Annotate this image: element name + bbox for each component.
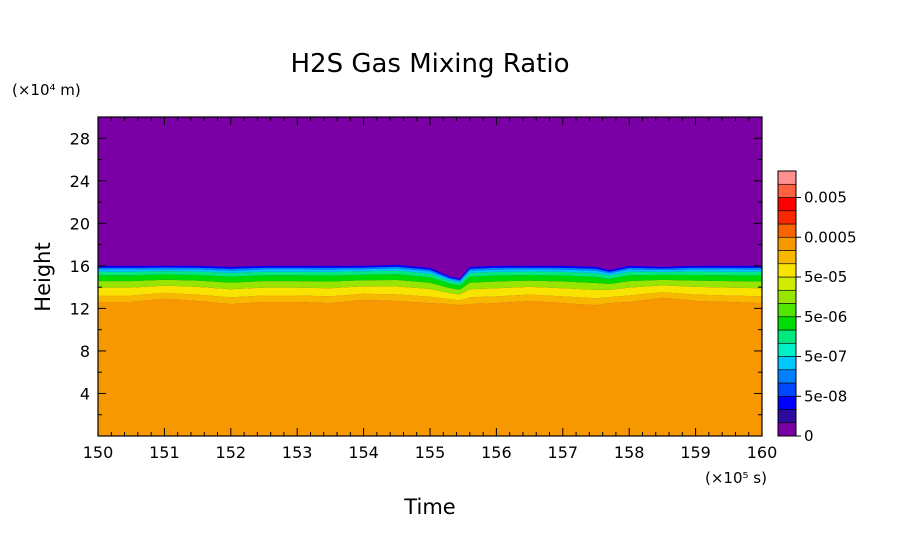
colorbar-swatch <box>777 422 797 437</box>
colorbar-label: 0.0005 <box>804 228 857 246</box>
colorbar-swatch <box>777 170 797 185</box>
y-tick-label: 16 <box>70 257 90 276</box>
x-tick-label: 155 <box>415 443 446 462</box>
colorbar-label: 5e-06 <box>804 308 847 326</box>
colorbar-swatch <box>777 342 797 357</box>
y-tick-label: 4 <box>80 384 90 403</box>
colorbar-swatch <box>777 289 797 304</box>
x-unit-label: (×10⁵ s) <box>705 469 767 487</box>
colorbar-swatch <box>777 329 797 344</box>
contour-band-yellow <box>98 285 762 301</box>
y-tick-label: 8 <box>80 342 90 361</box>
x-tick-label: 153 <box>282 443 313 462</box>
colorbar-swatch <box>777 395 797 410</box>
x-tick-label: 156 <box>481 443 512 462</box>
colorbar-swatch <box>777 316 797 331</box>
x-tick-label: 150 <box>83 443 114 462</box>
colorbar-label: 0.005 <box>804 189 847 207</box>
contour-band-light-orange <box>98 292 762 306</box>
y-axis-label: Height <box>31 242 55 311</box>
colorbar-swatch <box>777 210 797 225</box>
colorbar-swatch <box>777 263 797 278</box>
colorbar-swatch <box>777 382 797 397</box>
x-axis-label: Time <box>403 495 455 519</box>
colorbar-swatch <box>777 276 797 291</box>
x-axis: 150 151 152 153 154 155 156 157 158 159 160 <box>83 117 778 462</box>
x-tick-label: 159 <box>680 443 711 462</box>
x-tick-label: 158 <box>614 443 645 462</box>
colorbar-swatch <box>777 250 797 265</box>
x-tick-label: 157 <box>548 443 579 462</box>
x-tick-label: 152 <box>216 443 247 462</box>
colorbar-frame <box>777 170 797 437</box>
contour-band-cyan <box>98 268 762 283</box>
contour-band-blue <box>98 264 762 280</box>
colorbar-label: 0 <box>804 427 814 445</box>
y-tick-label: 20 <box>70 214 90 233</box>
colorbar: 0 5e-08 5e-07 5e-06 5e-05 0.0005 0.005 <box>777 170 857 445</box>
contour-band-spring-green <box>98 270 762 286</box>
x-tick-label: 151 <box>149 443 180 462</box>
y-unit-label: (×10⁴ m) <box>12 81 81 99</box>
colorbar-swatch <box>777 369 797 384</box>
colorbar-label: 5e-07 <box>804 348 847 366</box>
colorbar-swatch <box>777 197 797 212</box>
contour-band-sky-blue <box>98 266 762 282</box>
chart-title: H2S Gas Mixing Ratio <box>290 49 569 79</box>
colorbar-swatch <box>777 236 797 251</box>
y-tick-label: 24 <box>70 172 90 191</box>
y-axis: 4 8 12 16 20 24 28 <box>70 129 762 416</box>
x-tick-label: 160 <box>747 443 778 462</box>
colorbar-label: 5e-05 <box>804 268 847 286</box>
plot-area <box>97 116 763 437</box>
y-tick-label: 12 <box>70 299 90 318</box>
contour-band-yellow-green <box>98 279 762 295</box>
colorbar-swatch <box>777 356 797 371</box>
y-tick-label: 28 <box>70 129 90 148</box>
colorbar-swatch <box>777 183 797 198</box>
colorbar-swatch <box>777 409 797 424</box>
contour-band-green <box>98 274 762 290</box>
colorbar-swatch <box>777 223 797 238</box>
orange-region <box>98 297 762 436</box>
x-tick-label: 154 <box>348 443 379 462</box>
colorbar-swatch <box>777 303 797 318</box>
colorbar-label: 5e-08 <box>804 387 847 405</box>
